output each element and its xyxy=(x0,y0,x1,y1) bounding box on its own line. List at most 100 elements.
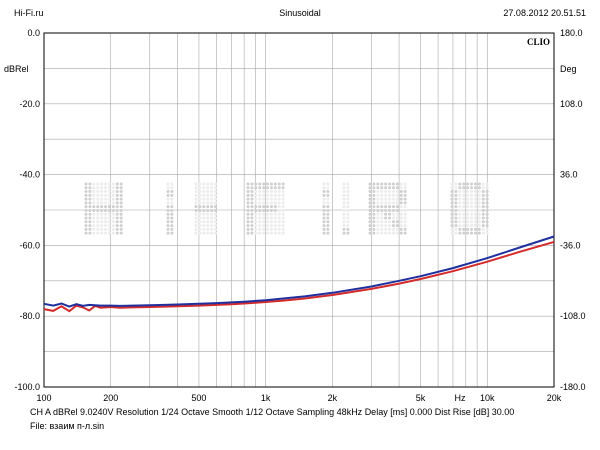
watermark-dot xyxy=(368,224,372,228)
watermark-dot xyxy=(166,208,170,212)
watermark-dot xyxy=(485,205,489,209)
y-axis-label: dBRel xyxy=(4,64,29,74)
watermark-dot xyxy=(214,182,218,186)
watermark-dot xyxy=(326,212,330,216)
watermark-dot xyxy=(477,193,481,197)
watermark-dot xyxy=(210,216,214,220)
x-tick-label: 20k xyxy=(547,393,562,403)
watermark-dot xyxy=(198,227,202,231)
watermark-dot xyxy=(210,190,214,194)
watermark-dot xyxy=(372,186,376,190)
watermark-dot xyxy=(92,212,96,216)
watermark-dot xyxy=(485,220,489,224)
watermark-dot xyxy=(92,190,96,194)
watermark-dot xyxy=(194,190,198,194)
watermark-dot xyxy=(346,220,350,224)
watermark-dot xyxy=(250,201,254,205)
watermark-dot xyxy=(470,190,474,194)
watermark-dot xyxy=(326,220,330,224)
watermark-dot xyxy=(104,212,108,216)
watermark-dot xyxy=(119,231,123,235)
watermark-dot xyxy=(92,182,96,186)
watermark-dot xyxy=(462,193,466,197)
watermark-dot xyxy=(111,227,115,231)
watermark-dot xyxy=(477,224,481,228)
watermark-dot xyxy=(166,190,170,194)
watermark-dot xyxy=(277,182,281,186)
watermark-dot xyxy=(246,231,250,235)
watermark-dot xyxy=(115,231,119,235)
watermark-dot xyxy=(462,231,466,235)
watermark-dot xyxy=(107,231,111,235)
watermark-dot xyxy=(462,201,466,205)
watermark-dot xyxy=(326,224,330,228)
watermark-dot xyxy=(326,216,330,220)
watermark-dot xyxy=(254,193,258,197)
watermark-dot xyxy=(346,186,350,190)
watermark-dot xyxy=(462,220,466,224)
watermark-dot xyxy=(342,231,346,235)
watermark-dot xyxy=(100,193,104,197)
watermark-dot xyxy=(194,231,198,235)
watermark-dot xyxy=(477,197,481,201)
watermark-dot xyxy=(391,231,395,235)
watermark-dot xyxy=(100,208,104,212)
watermark-dot xyxy=(388,212,392,216)
watermark-dot xyxy=(104,227,108,231)
watermark-dot xyxy=(250,182,254,186)
watermark-dot xyxy=(258,208,262,212)
watermark-dot xyxy=(96,220,100,224)
watermark-dot xyxy=(170,216,174,220)
watermark-dot xyxy=(458,182,462,186)
watermark-dot xyxy=(194,227,198,231)
watermark-dot xyxy=(202,208,206,212)
watermark-dot xyxy=(485,197,489,201)
watermark-dot xyxy=(384,220,388,224)
watermark-dot xyxy=(384,208,388,212)
watermark-dot xyxy=(372,190,376,194)
y-tick-label: -20.0 xyxy=(19,99,40,109)
watermark-dot xyxy=(450,227,454,231)
watermark-dot xyxy=(262,220,266,224)
watermark-dot xyxy=(466,231,470,235)
watermark-dot xyxy=(262,201,266,205)
watermark-dot xyxy=(342,186,346,190)
watermark-dot xyxy=(246,197,250,201)
watermark-dot xyxy=(84,216,88,220)
watermark-dot xyxy=(376,208,380,212)
watermark-dot xyxy=(346,208,350,212)
watermark-dot xyxy=(202,227,206,231)
watermark-dot xyxy=(100,186,104,190)
watermark-dot xyxy=(346,227,350,231)
watermark-dot xyxy=(111,186,115,190)
watermark-dot xyxy=(395,208,399,212)
watermark-dot xyxy=(466,212,470,216)
watermark-dot xyxy=(346,190,350,194)
watermark-dot xyxy=(258,197,262,201)
watermark-dot xyxy=(473,220,477,224)
watermark-dot xyxy=(88,193,92,197)
watermark-dot xyxy=(384,205,388,209)
watermark-dot xyxy=(92,186,96,190)
watermark-dot xyxy=(214,201,218,205)
watermark-dot xyxy=(326,205,330,209)
watermark-dot xyxy=(202,190,206,194)
watermark-dot xyxy=(273,182,277,186)
watermark-dot xyxy=(388,190,392,194)
watermark-dot xyxy=(84,197,88,201)
watermark-dot xyxy=(470,182,474,186)
watermark-dot xyxy=(258,231,262,235)
watermark-dot xyxy=(342,212,346,216)
x-tick-label: 100 xyxy=(36,393,51,403)
watermark-dot xyxy=(214,205,218,209)
x-tick-label: 5k xyxy=(416,393,426,403)
watermark-dot xyxy=(266,205,270,209)
watermark-dot xyxy=(111,205,115,209)
watermark-dot xyxy=(266,208,270,212)
watermark-dot xyxy=(380,224,384,228)
watermark-dot xyxy=(384,224,388,228)
watermark-dot xyxy=(210,224,214,228)
watermark-dot xyxy=(470,197,474,201)
watermark-dot xyxy=(391,216,395,220)
watermark-dot xyxy=(166,201,170,205)
